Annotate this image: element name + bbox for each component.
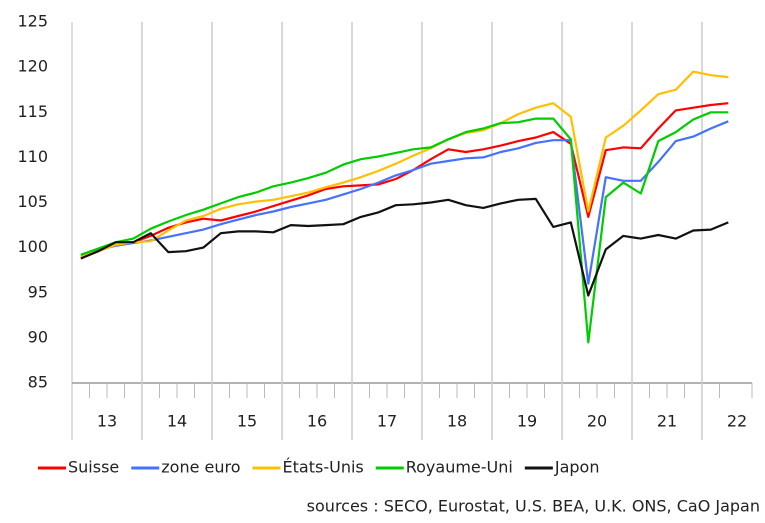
series-line <box>80 111 729 344</box>
series-line <box>80 70 729 258</box>
y-tick-label: 105 <box>17 192 48 211</box>
x-tick-label: 16 <box>307 412 327 431</box>
x-tick-label: 15 <box>237 412 257 431</box>
source-note: sources : SECO, Eurostat, U.S. BEA, U.K.… <box>307 497 760 516</box>
y-tick-label: 85 <box>28 373 48 392</box>
series-line <box>80 102 729 258</box>
legend-label: États-Unis <box>283 458 364 477</box>
y-tick-label: 95 <box>28 282 48 301</box>
y-tick-label: 100 <box>17 237 48 256</box>
legend-label: zone euro <box>161 458 240 477</box>
x-tick-label: 19 <box>517 412 537 431</box>
series-line <box>80 197 729 297</box>
legend-label: Suisse <box>68 458 119 477</box>
x-tick-label: 18 <box>447 412 467 431</box>
y-tick-label: 110 <box>17 147 48 166</box>
x-tick-label: 14 <box>167 412 187 431</box>
y-tick-label: 115 <box>17 102 48 121</box>
x-tick-label: 20 <box>587 412 607 431</box>
series-line <box>80 120 729 285</box>
y-tick-label: 125 <box>17 12 48 31</box>
legend-label: Japon <box>554 458 600 477</box>
x-tick-label: 13 <box>97 412 117 431</box>
x-tick-label: 21 <box>657 412 677 431</box>
x-tick-label: 17 <box>377 412 397 431</box>
y-tick-label: 120 <box>17 57 48 76</box>
y-tick-label: 90 <box>28 327 48 346</box>
legend-label: Royaume-Uni <box>406 458 513 477</box>
x-tick-label: 22 <box>727 412 747 431</box>
